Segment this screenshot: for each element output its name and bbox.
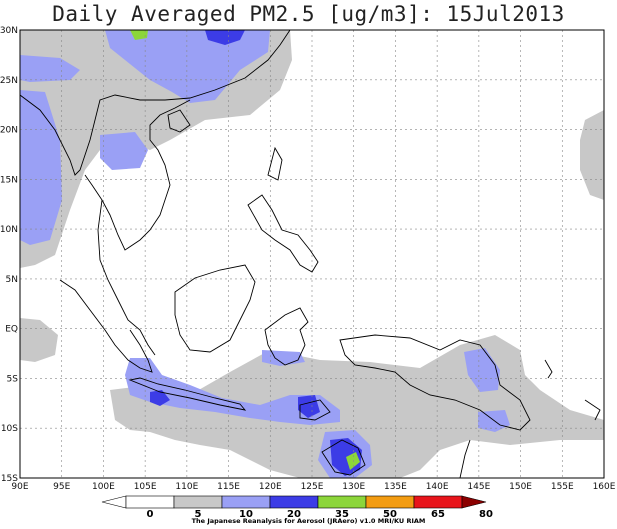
lat-label: 10S	[1, 424, 18, 434]
colorbar-label: 0	[147, 509, 154, 520]
lat-lon-grid	[20, 30, 604, 478]
map-title: Daily Averaged PM2.5 [ug/m3]: 15Jul2013	[52, 2, 565, 26]
colorbar-label: 5	[195, 509, 202, 520]
colorbar-segment	[269, 495, 319, 509]
lon-label: 100E	[92, 482, 115, 492]
lon-label: 150E	[509, 482, 532, 492]
latitude-labels: 30N 25N 20N 15N 10N 5N EQ 5S 10S 15S	[0, 26, 18, 484]
lat-label: EQ	[5, 325, 18, 335]
lon-label: 155E	[551, 482, 574, 492]
colorbar-label: 50	[383, 509, 397, 520]
lon-label: 130E	[342, 482, 365, 492]
lat-label: 5S	[7, 374, 19, 384]
colorbar-label: 35	[335, 509, 349, 520]
colorbar-segment	[317, 495, 367, 509]
colorbar-segment	[173, 495, 223, 509]
colorbar-segment	[221, 495, 271, 509]
lon-label: 145E	[467, 482, 490, 492]
pm25-level-35-50	[130, 30, 360, 470]
longitude-labels: 90E 95E 100E 105E 110E 115E 120E 125E 130E 135E 14…	[11, 482, 615, 492]
coastlines	[20, 30, 601, 478]
lat-label: 20N	[0, 126, 18, 136]
colorbar-max-arrow	[461, 495, 487, 509]
colorbar-segment	[365, 495, 415, 509]
lon-label: 125E	[301, 482, 324, 492]
colorbar-segment	[413, 495, 463, 509]
pm25-level-10-20	[20, 30, 510, 478]
pm25-field	[20, 30, 604, 478]
lon-label: 135E	[384, 482, 407, 492]
lat-label: 10N	[0, 225, 18, 235]
colorbar-label: 80	[479, 509, 493, 520]
colorbar-segment	[125, 495, 175, 509]
credit-line: The Japanese Reanalysis for Aerosol (JRA…	[191, 517, 426, 525]
colorbar-label: 20	[287, 509, 301, 520]
lon-label: 90E	[11, 482, 28, 492]
lat-label: 30N	[0, 26, 18, 36]
lat-label: 25N	[0, 76, 18, 86]
lon-label: 120E	[259, 482, 282, 492]
colorbar-label: 10	[239, 509, 253, 520]
map-frame	[19, 29, 605, 479]
lat-label: 15N	[0, 175, 18, 185]
lon-label: 95E	[53, 482, 70, 492]
colorbar-min-arrow	[101, 495, 127, 509]
lat-label: 5N	[6, 275, 18, 285]
lat-label: 15S	[1, 474, 18, 484]
lon-label: 140E	[426, 482, 449, 492]
lon-label: 115E	[217, 482, 240, 492]
lon-label: 160E	[593, 482, 616, 492]
colorbar: 0 5 10 20 35 50 65 80	[101, 495, 493, 520]
lon-label: 110E	[175, 482, 198, 492]
lon-label: 105E	[134, 482, 157, 492]
colorbar-label: 65	[431, 509, 445, 520]
